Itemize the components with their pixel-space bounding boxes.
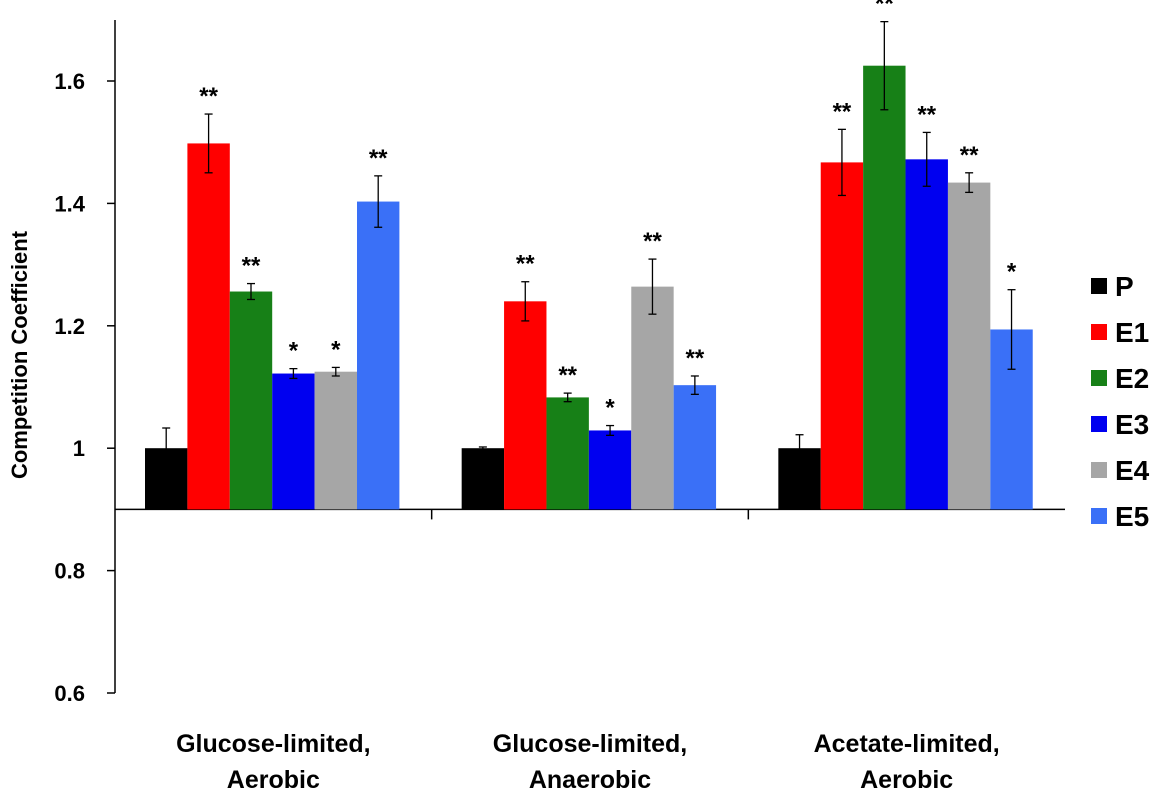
y-tick-label: 1.4 [54, 191, 85, 216]
significance-label: ** [686, 345, 705, 372]
y-tick-label: 0.8 [54, 559, 85, 584]
bar-e4 [947, 182, 991, 510]
category-label: Glucose-limited, [176, 730, 370, 758]
significance-label: ** [875, 0, 894, 18]
bar-e3 [272, 373, 315, 510]
significance-label: ** [199, 83, 218, 110]
significance-label: * [289, 338, 299, 365]
significance-label: ** [242, 253, 261, 280]
legend-label-e5: E5 [1115, 501, 1149, 532]
significance-label: * [331, 336, 341, 363]
significance-label: ** [516, 251, 535, 278]
y-tick-label: 0.6 [54, 681, 85, 706]
category-label: Aerobic [227, 766, 320, 794]
significance-label: * [605, 395, 615, 422]
legend: P E1 E2 E3 E4 E5 [1091, 271, 1150, 532]
bar-p [461, 448, 505, 510]
significance-label: ** [643, 228, 662, 255]
bar-e1 [504, 301, 547, 510]
bar-e5 [673, 385, 717, 510]
bar-e4 [631, 286, 674, 510]
category-labels: Glucose-limited, Aerobic Glucose-limited, A… [176, 730, 1000, 794]
legend-label-p: P [1115, 271, 1134, 302]
significance-label: ** [369, 145, 388, 172]
significance-label: ** [833, 98, 852, 125]
bar-e2 [863, 65, 906, 510]
legend-swatch-p [1091, 278, 1107, 294]
significance-label: ** [558, 362, 577, 389]
bar-e1 [187, 143, 230, 510]
legend-swatch-e4 [1091, 462, 1107, 478]
bar-e4 [314, 371, 357, 510]
legend-swatch-e1 [1091, 324, 1107, 340]
significance-label: ** [917, 101, 936, 128]
significance-label: ** [960, 142, 979, 169]
bar-e3 [905, 159, 948, 510]
category-label: Glucose-limited, [493, 730, 687, 758]
legend-label-e4: E4 [1115, 455, 1150, 486]
legend-label-e1: E1 [1115, 317, 1149, 348]
category-label: Anaerobic [529, 766, 651, 794]
y-tick-label: 1.2 [54, 314, 85, 339]
legend-swatch-e3 [1091, 416, 1107, 432]
bar-e5 [357, 201, 400, 510]
legend-label-e2: E2 [1115, 363, 1149, 394]
legend-swatch-e5 [1091, 508, 1107, 524]
y-tick-label: 1 [73, 436, 85, 461]
bar-e3 [588, 430, 632, 510]
significance-label: * [1007, 259, 1017, 286]
y-axis-title: Competition Coefficient [7, 230, 32, 479]
bar-e2 [229, 291, 273, 510]
y-tick-label: 1.6 [54, 69, 85, 94]
legend-label-e3: E3 [1115, 409, 1149, 440]
category-label: Acetate-limited, [814, 730, 1000, 758]
legend-swatch-e2 [1091, 370, 1107, 386]
bars: ***** ********************* [145, 0, 1033, 510]
bar-e1 [820, 162, 864, 510]
category-label: Aerobic [860, 766, 953, 794]
bar-e2 [546, 397, 589, 510]
